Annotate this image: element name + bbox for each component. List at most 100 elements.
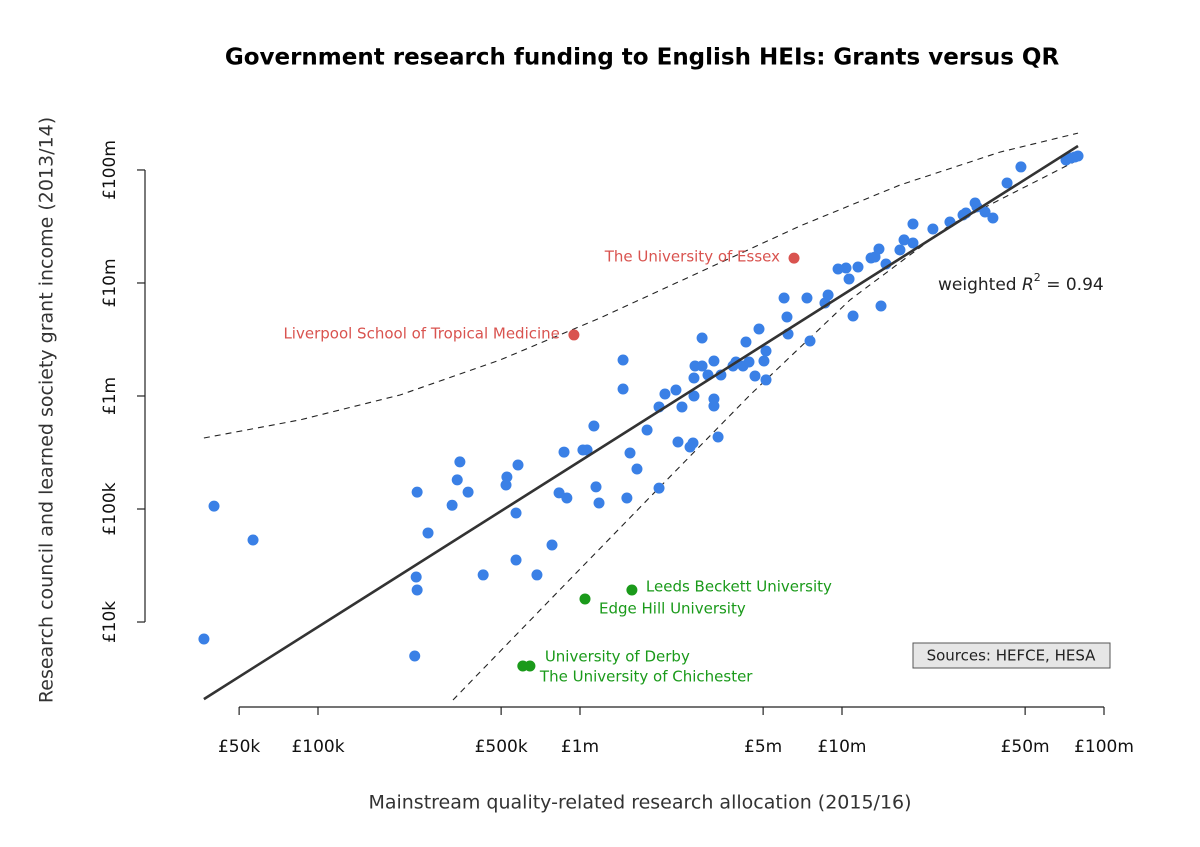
point — [409, 650, 421, 662]
highlight-point — [568, 329, 580, 341]
point — [873, 243, 885, 255]
point — [621, 492, 633, 504]
r2-annotation: weighted R2 = 0.94 — [938, 271, 1104, 295]
r2-value: = 0.94 — [1041, 275, 1104, 295]
r2-exponent: 2 — [1034, 271, 1041, 284]
source-box — [912, 642, 1111, 669]
y-tick-label: £100k — [100, 482, 120, 535]
r2-symbol: R — [1022, 275, 1034, 295]
point — [688, 390, 700, 402]
highlight-point — [788, 252, 800, 264]
point — [804, 335, 816, 347]
y-tick-label: £100m — [100, 140, 120, 200]
point — [708, 355, 720, 367]
point — [454, 456, 466, 468]
point — [749, 370, 761, 382]
point — [510, 554, 522, 566]
bound-line — [203, 132, 1079, 439]
point — [653, 482, 665, 494]
y-axis-title: Research council and learned society gra… — [36, 117, 58, 703]
point — [247, 534, 259, 546]
point — [501, 471, 513, 483]
point — [753, 323, 765, 335]
r2-text: weighted R2 = 0.94 — [938, 271, 1104, 295]
point — [546, 539, 558, 551]
x-tick-label: £50m — [1001, 737, 1050, 757]
point — [451, 474, 463, 486]
point — [708, 400, 720, 412]
point — [553, 487, 565, 499]
point — [927, 223, 939, 235]
point-label: Edge Hill University — [599, 599, 746, 617]
highlight-point — [579, 593, 591, 605]
point — [588, 420, 600, 432]
point — [624, 447, 636, 459]
point — [840, 262, 852, 274]
point — [740, 336, 752, 348]
bound-line — [452, 159, 1079, 701]
point — [410, 571, 422, 583]
x-tick-label: £5m — [744, 737, 782, 757]
point — [847, 310, 859, 322]
point — [760, 345, 772, 357]
point — [688, 372, 700, 384]
point — [477, 569, 489, 581]
point — [1001, 177, 1013, 189]
point — [510, 507, 522, 519]
highlight-point — [524, 660, 536, 672]
point — [670, 384, 682, 396]
point — [590, 481, 602, 493]
point — [676, 401, 688, 413]
x-tick-label: £1m — [561, 737, 599, 757]
point — [987, 212, 999, 224]
point — [696, 332, 708, 344]
x-tick-label: £50k — [218, 737, 260, 757]
point — [743, 356, 755, 368]
point — [907, 218, 919, 230]
point — [617, 383, 629, 395]
point — [411, 486, 423, 498]
point — [979, 206, 991, 218]
point-label: Liverpool School of Tropical Medicine — [283, 324, 559, 342]
point — [561, 492, 573, 504]
point — [641, 424, 653, 436]
point — [778, 292, 790, 304]
point — [462, 486, 474, 498]
y-tick-label: £10k — [100, 601, 120, 643]
point — [659, 388, 671, 400]
point — [512, 459, 524, 471]
point — [446, 499, 458, 511]
x-tick-label: £10m — [817, 737, 866, 757]
point — [712, 431, 724, 443]
point — [500, 479, 512, 491]
r2-prefix: weighted — [938, 275, 1022, 295]
point — [672, 436, 684, 448]
point — [631, 463, 643, 475]
point — [758, 355, 770, 367]
point-label: Leeds Beckett University — [646, 577, 832, 595]
x-axis-title: Mainstream quality-related research allo… — [368, 792, 911, 814]
point — [781, 311, 793, 323]
source: Sources: HEFCE, HESA — [927, 647, 1097, 665]
point — [411, 584, 423, 596]
point — [208, 500, 220, 512]
point-label: The University of Chichester — [539, 668, 753, 686]
point — [198, 633, 210, 645]
point — [422, 527, 434, 539]
fit-line — [203, 144, 1079, 701]
point — [760, 374, 772, 386]
chart-title: Government research funding to English H… — [225, 45, 1060, 71]
point — [1015, 161, 1027, 173]
point — [581, 444, 593, 456]
y-tick-label: £10m — [100, 258, 120, 307]
point — [801, 292, 813, 304]
x-tick-label: £100k — [291, 737, 344, 757]
x-tick-label: £500k — [475, 737, 528, 757]
point — [907, 237, 919, 249]
point — [687, 437, 699, 449]
point — [852, 261, 864, 273]
point — [875, 300, 887, 312]
point — [558, 446, 570, 458]
point — [894, 244, 906, 256]
